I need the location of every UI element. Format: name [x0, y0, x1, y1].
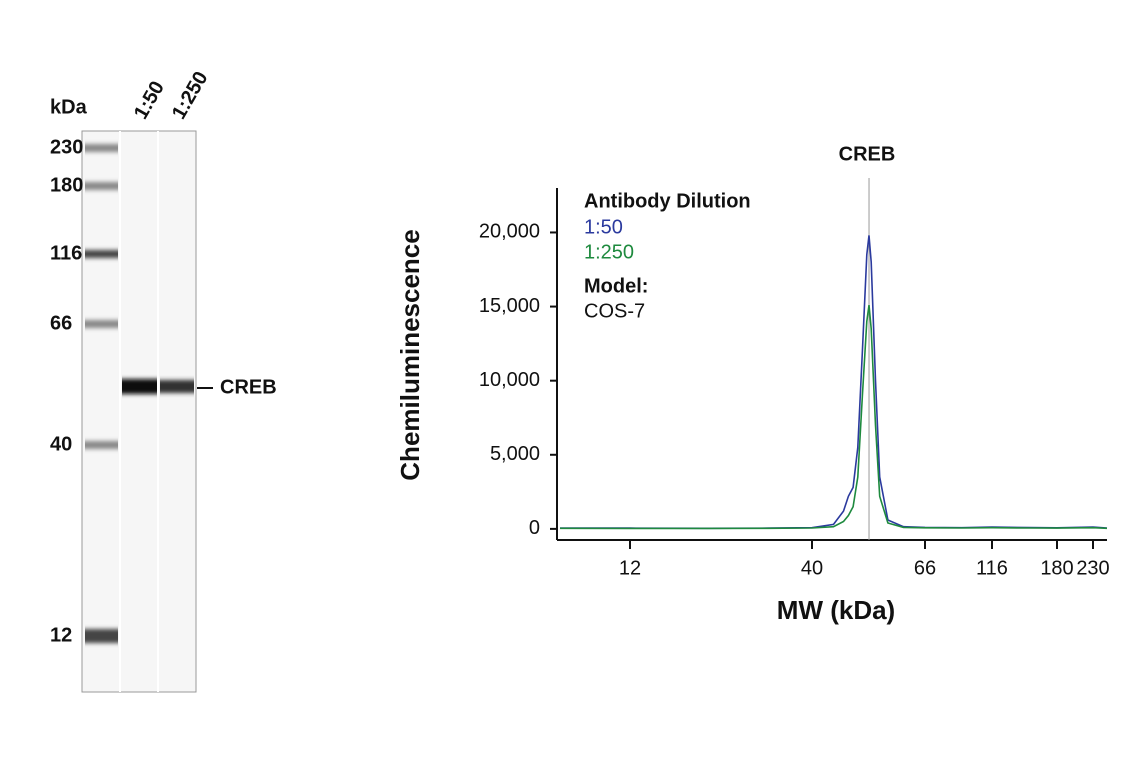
legend-entry: 1:250: [584, 241, 634, 263]
marker-label: 116: [50, 242, 82, 264]
x-tick-label: 116: [976, 557, 1008, 579]
y-tick-label: 15,000: [479, 295, 540, 317]
marker-label: 66: [50, 312, 72, 334]
y-tick-label: 5,000: [490, 443, 540, 465]
y-tick-label: 0: [529, 517, 540, 539]
gel-frame: [81, 130, 197, 693]
gel-unit: kDa: [50, 96, 88, 118]
x-tick-label: 180: [1040, 557, 1073, 579]
legend-entry: 1:50: [584, 216, 623, 238]
marker-label: 230: [50, 136, 83, 158]
lane-label: 1:50: [130, 77, 169, 123]
y-tick-label: 20,000: [479, 221, 540, 243]
series-line: [559, 304, 1108, 530]
marker-band: [85, 250, 118, 258]
marker-band: [85, 629, 118, 643]
marker-label: 40: [50, 433, 72, 455]
marker-label: 180: [50, 174, 83, 196]
y-axis-label: Chemiluminescence: [395, 229, 425, 480]
x-tick-label: 66: [914, 557, 936, 579]
chart-title: CREB: [839, 143, 896, 165]
marker-band: [85, 182, 118, 190]
band-label: CREB: [220, 376, 277, 398]
sample-band: [122, 379, 157, 394]
marker-band: [85, 320, 118, 328]
model: COS-7: [584, 300, 645, 322]
y-tick-label: 10,000: [479, 369, 540, 391]
x-tick-label: 230: [1076, 557, 1109, 579]
marker-band: [85, 441, 118, 449]
marker-band: [85, 144, 118, 152]
legend-title: Antibody Dilution: [584, 190, 751, 212]
model-label: Model:: [584, 275, 648, 297]
sample-band: [160, 380, 194, 393]
x-tick-label: 40: [801, 557, 823, 579]
x-axis-label: MW (kDa): [777, 595, 895, 625]
lane-label: 1:250: [168, 68, 213, 123]
marker-label: 12: [50, 624, 72, 646]
x-tick-label: 12: [619, 557, 641, 579]
